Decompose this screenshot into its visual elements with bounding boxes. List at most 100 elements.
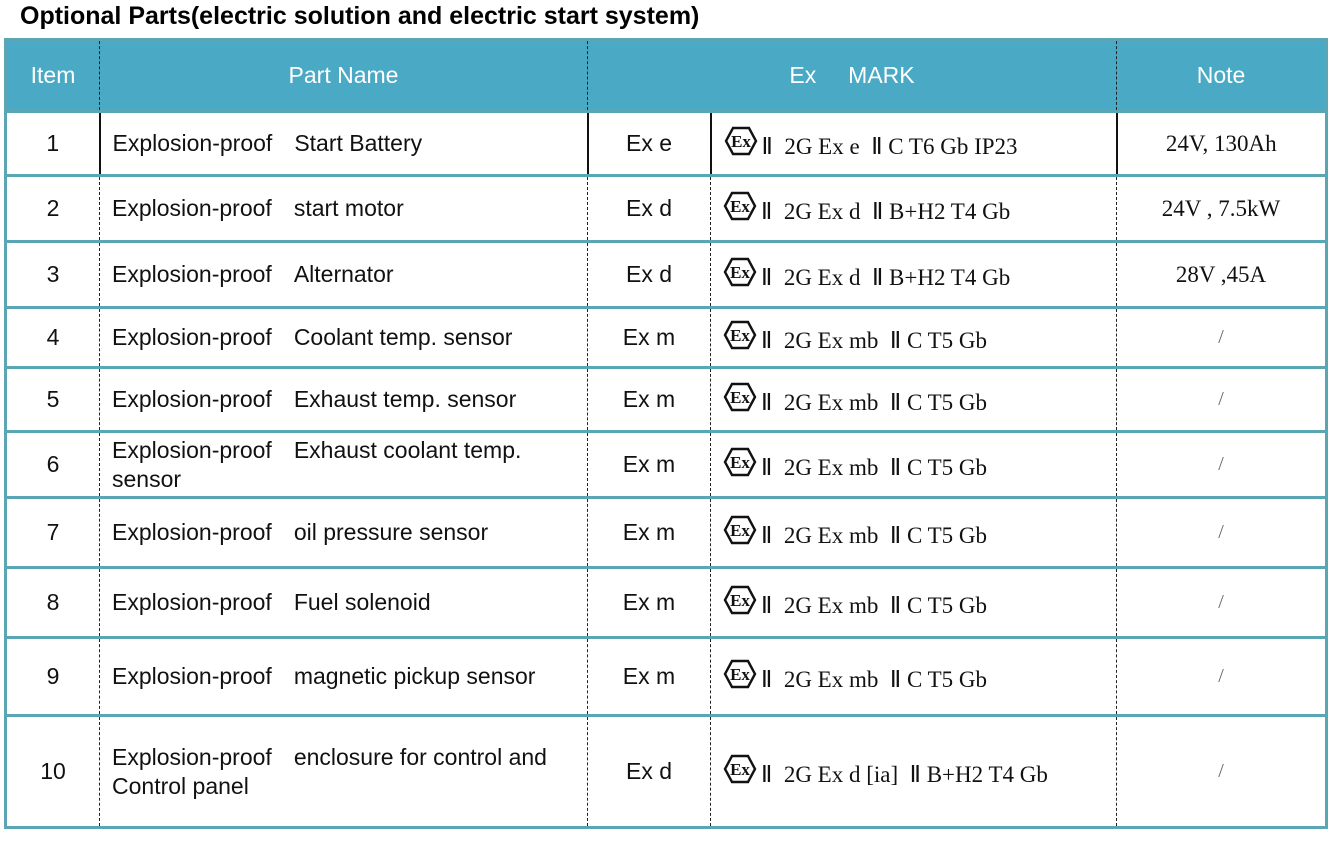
ex-mark-text: Ⅱ 2G Ex mb Ⅱ C T5 Gb — [761, 666, 988, 692]
part-name-prefix: Explosion-proof — [112, 436, 272, 463]
item-number: 2 — [46, 195, 60, 221]
note: / — [1116, 715, 1327, 828]
atex-ex-hexagon-icon: Ex — [723, 191, 757, 227]
part-name-prefix: Explosion-proof — [112, 663, 272, 689]
part-name-detail: Start Battery — [294, 130, 423, 156]
part-name-detail: Coolant temp. sensor — [293, 324, 513, 350]
item-number: 5 — [46, 386, 60, 412]
part-name: Explosion-proof enclosure for control and… — [99, 715, 588, 828]
note: / — [1116, 497, 1327, 568]
ex-mark-text: Ⅱ 2G Ex mb Ⅱ C T5 Gb — [761, 454, 988, 480]
part-name-prefix: Explosion-proof — [112, 519, 272, 545]
svg-text:Ex: Ex — [731, 132, 751, 151]
svg-text:Ex: Ex — [730, 453, 750, 472]
part-name-detail: magnetic pickup sensor — [293, 663, 536, 689]
table-header-row: Item Part Name Ex MARK Note — [5, 39, 1327, 112]
part-name: Explosion-proof Coolant temp. sensor — [99, 307, 588, 368]
part-name: Explosion-proof oil pressure sensor — [99, 497, 588, 568]
ex-mark: Ex Ⅱ 2G Ex mb Ⅱ C T5 Gb — [710, 637, 1117, 716]
ex-protection-type: Ex m — [587, 367, 711, 432]
part-name-prefix: Explosion-proof — [112, 195, 272, 221]
ex-mark: Ex Ⅱ 2G Ex d [ia] Ⅱ B+H2 T4 Gb — [710, 715, 1117, 828]
ex-mark-text: Ⅱ 2G Ex mb Ⅱ C T5 Gb — [761, 389, 988, 415]
item-number: 1 — [46, 130, 60, 156]
item-number: 3 — [46, 261, 60, 287]
svg-text:Ex: Ex — [730, 388, 750, 407]
atex-ex-hexagon-icon: Ex — [723, 320, 757, 356]
table-row: 4 Explosion-proof Coolant temp. sensor Ex… — [5, 307, 1327, 368]
table-row: 2 Explosion-proof start motor Ex d Ex Ⅱ 2G… — [5, 175, 1327, 242]
part-name-prefix: Explosion-proof — [112, 261, 272, 287]
part-name-prefix: Explosion-proof — [112, 130, 273, 156]
item-number: 4 — [46, 324, 60, 350]
ex-mark: Ex Ⅱ 2G Ex mb Ⅱ C T5 Gb — [710, 497, 1117, 568]
ex-mark-text: Ⅱ 2G Ex d [ia] Ⅱ B+H2 T4 Gb — [761, 761, 1048, 787]
part-name-detail: Alternator — [293, 261, 394, 287]
part-name-detail: oil pressure sensor — [293, 519, 489, 545]
svg-text:Ex: Ex — [730, 263, 750, 282]
page-title: Optional Parts(electric solution and ele… — [20, 2, 700, 30]
item-number: 6 — [46, 451, 60, 477]
ex-mark: Ex Ⅱ 2G Ex mb Ⅱ C T5 Gb — [710, 567, 1117, 638]
note: / — [1116, 367, 1327, 432]
item-number: 9 — [46, 663, 60, 689]
atex-ex-hexagon-icon: Ex — [724, 126, 758, 162]
note: 28V ,45A — [1116, 241, 1327, 308]
atex-ex-hexagon-icon: Ex — [723, 515, 757, 551]
part-name-prefix: Explosion-proof — [112, 589, 272, 615]
part-name-prefix: Explosion-proof — [112, 386, 272, 412]
svg-text:Ex: Ex — [730, 197, 750, 216]
ex-mark: Ex Ⅱ 2G Ex d Ⅱ B+H2 T4 Gb — [710, 175, 1117, 242]
note: 24V , 7.5kW — [1116, 175, 1327, 242]
ex-protection-type: Ex d — [587, 175, 711, 242]
ex-protection-type: Ex m — [587, 637, 711, 716]
svg-text:Ex: Ex — [730, 326, 750, 345]
part-name-prefix: Explosion-proof — [112, 324, 272, 350]
part-name-detail: Fuel solenoid — [293, 589, 431, 615]
ex-mark-text: Ⅱ 2G Ex e Ⅱ C T6 Gb IP23 — [761, 133, 1018, 159]
ex-mark: Ex Ⅱ 2G Ex e Ⅱ C T6 Gb IP23 — [709, 111, 1117, 176]
header-ex-mark: Ex MARK — [587, 39, 1117, 112]
ex-protection-type: Ex m — [587, 567, 711, 638]
svg-text:Ex: Ex — [730, 665, 750, 684]
note: / — [1116, 637, 1327, 716]
part-name-prefix: Explosion-proof — [112, 743, 272, 770]
atex-ex-hexagon-icon: Ex — [723, 382, 757, 418]
part-name-detail: Exhaust temp. sensor — [293, 386, 517, 412]
atex-ex-hexagon-icon: Ex — [723, 754, 757, 790]
part-name-detail: Exhaust coolant temp. sensor — [112, 436, 522, 492]
svg-text:Ex: Ex — [730, 760, 750, 779]
ex-mark: Ex Ⅱ 2G Ex mb Ⅱ C T5 Gb — [710, 431, 1117, 498]
part-name-detail: enclosure for control and Control panel — [112, 743, 547, 799]
ex-protection-type: Ex m — [587, 497, 711, 568]
ex-protection-type: Ex e — [586, 111, 711, 176]
note: / — [1116, 567, 1327, 638]
ex-mark-text: Ⅱ 2G Ex mb Ⅱ C T5 Gb — [761, 592, 988, 618]
header-ex-mark-label: Ex MARK — [789, 62, 915, 88]
part-name: Explosion-proof Exhaust coolant temp. sen… — [99, 431, 588, 498]
note: / — [1116, 431, 1327, 498]
item-number: 8 — [46, 589, 60, 615]
table-row: 5 Explosion-proof Exhaust temp. sensor Ex… — [5, 367, 1327, 432]
ex-mark-text: Ⅱ 2G Ex d Ⅱ B+H2 T4 Gb — [761, 198, 1011, 224]
note: / — [1116, 307, 1327, 368]
svg-text:Ex: Ex — [730, 591, 750, 610]
ex-mark-text: Ⅱ 2G Ex mb Ⅱ C T5 Gb — [761, 522, 988, 548]
table-row: 8 Explosion-proof Fuel solenoid Ex m Ex Ⅱ … — [5, 567, 1327, 638]
ex-mark: Ex Ⅱ 2G Ex mb Ⅱ C T5 Gb — [710, 307, 1117, 368]
ex-protection-type: Ex d — [587, 241, 711, 308]
table-row: 10 Explosion-proof enclosure for control … — [5, 715, 1327, 828]
item-number: 10 — [40, 758, 66, 784]
header-note: Note — [1116, 39, 1327, 112]
atex-ex-hexagon-icon: Ex — [723, 447, 757, 483]
part-name: Explosion-proof Alternator — [99, 241, 588, 308]
ex-mark-text: Ⅱ 2G Ex d Ⅱ B+H2 T4 Gb — [761, 264, 1011, 290]
table-row: 7 Explosion-proof oil pressure sensor Ex … — [5, 497, 1327, 568]
part-name: Explosion-proof start motor — [99, 175, 588, 242]
svg-text:Ex: Ex — [730, 521, 750, 540]
note: 24V, 130Ah — [1115, 111, 1327, 176]
ex-mark: Ex Ⅱ 2G Ex d Ⅱ B+H2 T4 Gb — [710, 241, 1117, 308]
atex-ex-hexagon-icon: Ex — [723, 585, 757, 621]
ex-mark-text: Ⅱ 2G Ex mb Ⅱ C T5 Gb — [761, 327, 988, 353]
part-name: Explosion-proof Exhaust temp. sensor — [99, 367, 588, 432]
